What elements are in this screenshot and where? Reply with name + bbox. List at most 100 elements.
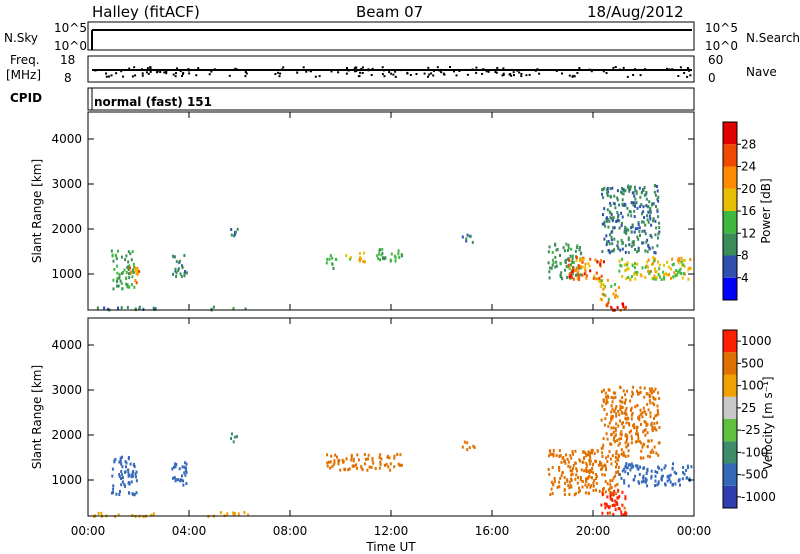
scatter-cell [654,479,657,483]
scatter-cell [620,211,623,215]
scatter-cell [579,478,582,482]
nave-dot [612,66,615,69]
scatter-cell [571,254,574,258]
scatter-cell [626,466,629,470]
nave-dot [520,73,523,75]
scatter-cell [609,494,612,498]
scatter-cell [575,258,578,262]
scatter-cell [603,408,606,411]
scatter-cell [564,261,567,264]
scatter-cell [679,483,681,487]
scatter-cell [671,257,674,261]
scatter-cell [606,240,608,244]
nave-dot [195,74,198,77]
scatter-cell [230,233,233,237]
x-tick-label: 12:00 [374,524,409,538]
scatter-cell [628,189,631,193]
scatter-cell [626,435,629,439]
scatter-cell [610,442,613,446]
scatter-cell [547,261,550,265]
nave-dot [688,69,691,72]
scatter-cell [630,408,632,412]
scatter-cell [337,459,340,463]
nave-dot [495,71,498,74]
nave-dot [362,66,364,69]
scatter-cell [325,261,328,265]
scatter-cell [379,463,382,466]
scatter-cell [633,194,636,198]
scatter-cell [568,486,571,490]
scatter-cell [655,413,658,417]
scatter-cell [635,190,638,194]
scatter-cell [677,479,680,483]
scatter-cell [233,435,236,439]
scatter-cell [617,458,620,462]
scatter-cell [612,476,615,480]
scatter-cell [639,408,642,412]
scatter-cell [630,437,633,441]
scatter-cell [648,387,651,391]
nave-dot [602,70,605,73]
scatter-cell [672,462,674,466]
scatter-cell [609,490,612,494]
scatter-cell [572,452,574,456]
scatter-cell [125,282,128,286]
scatter-cell [658,263,661,267]
scatter-cell [604,391,607,395]
scatter-cell [652,261,654,265]
scatter-cell [614,499,617,503]
scatter-cell [393,456,396,460]
scatter-cell [612,426,615,430]
scatter-cell [125,465,127,469]
scatter-cell [129,462,132,466]
nave-dot [165,70,168,73]
scatter-cell [640,203,643,207]
nave-dot [353,67,356,70]
scatter-cell [603,502,606,506]
scatter-cell [647,269,650,273]
scatter-cell [556,247,559,251]
velocity-frame [87,317,695,517]
nave-dot [115,72,118,75]
scatter-cell [131,492,134,496]
scatter-cell [616,189,619,193]
scatter-cell [614,395,617,399]
scatter-cell [655,428,658,432]
scatter-cell [611,307,614,311]
scatter-cell [610,433,613,437]
scatter-cell [606,482,609,486]
scatter-cell [185,470,188,474]
scatter-cell [570,473,573,477]
scatter-cell [643,193,646,197]
scatter-cell [570,477,573,481]
scatter-cell [548,449,551,453]
scatter-cell [551,251,554,254]
scatter-cell [576,481,579,485]
scatter-cell [128,481,130,485]
scatter-cell [682,272,685,276]
nave-dot [561,72,563,75]
nave-dot [360,67,363,70]
scatter-cell [642,220,645,224]
scatter-cell [632,201,635,205]
scatter-cell [566,457,569,461]
scatter-cell [135,272,138,276]
scatter-cell [130,475,133,479]
scatter-cell [555,260,558,264]
scatter-cell [636,262,639,266]
scatter-cell [661,474,664,478]
nave-dot [528,73,531,76]
nave-dot [443,73,446,76]
scatter-cell [123,268,126,272]
nave-dot [632,74,635,76]
scatter-cell [640,480,643,484]
scatter-cell [605,432,608,436]
scatter-cell [616,244,619,248]
scatter-cell [466,233,469,237]
scatter-cell [610,486,613,489]
scatter-cell [131,250,134,254]
scatter-cell [609,216,612,220]
scatter-cell [609,511,612,515]
scatter-cell [615,450,618,453]
scatter-cell [636,273,638,276]
